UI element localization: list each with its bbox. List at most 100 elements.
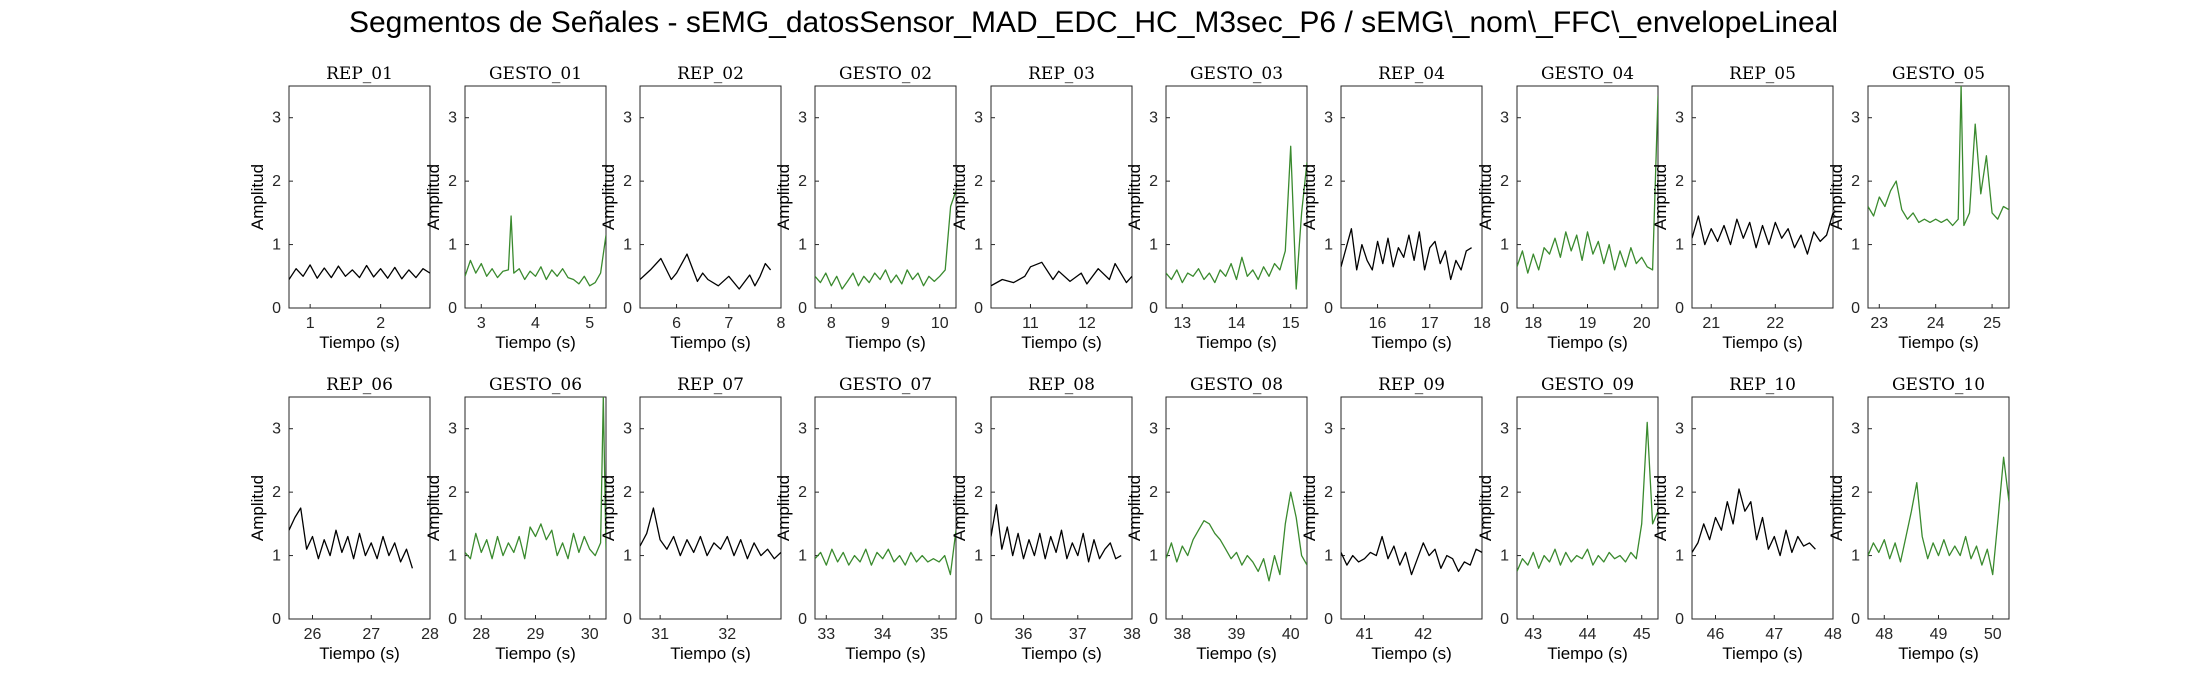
- y-tick-label: 1: [1324, 237, 1333, 254]
- subplot-title: REP_05: [1729, 64, 1796, 84]
- x-tick-label: 22: [1766, 315, 1784, 332]
- x-tick-label: 1: [306, 315, 315, 332]
- y-axis-label: Amplitud: [599, 164, 618, 230]
- x-tick-label: 39: [1228, 626, 1246, 643]
- x-axis-label: Tiempo (s): [319, 333, 400, 352]
- plot-area: [990, 85, 1133, 309]
- y-tick-label: 0: [1675, 300, 1684, 317]
- subplot-gesto-01: GESTO_01 0 1 2 3 3 4 5 Tiempo (s) Amplitud: [424, 64, 607, 352]
- y-axis-label: Amplitud: [599, 475, 618, 541]
- x-tick-label: 45: [1633, 626, 1651, 643]
- y-tick-label: 0: [448, 611, 457, 628]
- x-tick-label: 25: [1983, 315, 2001, 332]
- y-tick-label: 0: [272, 611, 281, 628]
- plot-area: [1340, 396, 1483, 620]
- x-tick-label: 47: [1765, 626, 1783, 643]
- subplot-gesto-10: GESTO_10 0 1 2 3 48 49 50 Tiempo (s) Amplitud: [1827, 375, 2010, 663]
- y-tick-label: 2: [1500, 484, 1509, 501]
- x-tick-label: 50: [1984, 626, 2002, 643]
- x-tick-label: 2: [376, 315, 385, 332]
- rep-signal-line: [991, 261, 1132, 287]
- x-tick-label: 8: [777, 315, 786, 332]
- plot-area: [1165, 85, 1308, 309]
- y-tick-label: 0: [448, 300, 457, 317]
- x-tick-label: 17: [1421, 315, 1439, 332]
- subplot-gesto-04: GESTO_04 0 1 2 3 18 19 20 Tiempo (s) Amplitud: [1476, 64, 1659, 352]
- y-tick-label: 3: [1500, 110, 1509, 127]
- x-axis-label: Tiempo (s): [1722, 333, 1803, 352]
- y-axis-label: Amplitud: [1476, 475, 1495, 541]
- plot-area: [288, 396, 431, 620]
- x-tick-label: 29: [527, 626, 545, 643]
- x-axis-label: Tiempo (s): [1371, 644, 1452, 663]
- rep-signal-line: [991, 504, 1122, 563]
- subplot-rep-10: REP_10 0 1 2 3 46 47 48 Tiempo (s) Amplitud: [1651, 375, 1842, 663]
- x-axis-label: Tiempo (s): [1196, 644, 1277, 663]
- x-tick-label: 23: [1870, 315, 1888, 332]
- x-tick-label: 31: [651, 626, 669, 643]
- plot-area: [1867, 85, 2010, 309]
- subplot-title: REP_06: [326, 375, 393, 395]
- y-tick-label: 2: [623, 173, 632, 190]
- y-axis-label: Amplitud: [1827, 164, 1846, 230]
- gesto-signal-line: [1517, 421, 1658, 572]
- plot-area: [288, 85, 431, 309]
- gesto-signal-line: [1868, 456, 2009, 576]
- y-tick-label: 3: [1675, 421, 1684, 438]
- subplot-title: REP_02: [677, 64, 744, 84]
- subplot-rep-08: REP_08 0 1 2 3 36 37 38 Tiempo (s) Amplitud: [950, 375, 1141, 663]
- x-tick-label: 18: [1473, 315, 1491, 332]
- y-tick-label: 1: [448, 237, 457, 254]
- rep-signal-line: [1692, 212, 1833, 255]
- x-axis-label: Tiempo (s): [670, 333, 751, 352]
- y-tick-label: 3: [974, 421, 983, 438]
- y-tick-label: 3: [623, 110, 632, 127]
- x-tick-label: 41: [1356, 626, 1374, 643]
- x-tick-label: 32: [718, 626, 736, 643]
- x-axis-label: Tiempo (s): [845, 644, 926, 663]
- y-tick-label: 1: [1851, 548, 1860, 565]
- y-tick-label: 1: [974, 548, 983, 565]
- x-tick-label: 46: [1707, 626, 1725, 643]
- x-axis-label: Tiempo (s): [670, 644, 751, 663]
- y-tick-label: 2: [623, 484, 632, 501]
- y-tick-label: 1: [272, 237, 281, 254]
- rep-signal-line: [1692, 488, 1816, 557]
- y-tick-label: 2: [1675, 484, 1684, 501]
- subplot-rep-04: REP_04 0 1 2 3 16 17 18 Tiempo (s) Amplitud: [1300, 64, 1491, 352]
- x-tick-label: 24: [1927, 315, 1945, 332]
- x-tick-label: 15: [1282, 315, 1300, 332]
- x-axis-label: Tiempo (s): [1722, 644, 1803, 663]
- x-tick-label: 28: [421, 626, 439, 643]
- y-tick-label: 2: [1851, 173, 1860, 190]
- y-tick-label: 1: [974, 237, 983, 254]
- y-tick-label: 3: [272, 421, 281, 438]
- y-axis-label: Amplitud: [248, 164, 267, 230]
- x-tick-label: 26: [304, 626, 322, 643]
- y-axis-label: Amplitud: [1476, 164, 1495, 230]
- plot-area: [1340, 85, 1483, 309]
- subplot-gesto-02: GESTO_02 0 1 2 3 8 9 10 Tiempo (s) Amplitud: [774, 64, 957, 352]
- x-axis-label: Tiempo (s): [319, 644, 400, 663]
- y-axis-label: Amplitud: [1300, 164, 1319, 230]
- x-tick-label: 12: [1078, 315, 1096, 332]
- plot-area: [814, 85, 957, 309]
- y-tick-label: 2: [798, 173, 807, 190]
- y-tick-label: 2: [798, 484, 807, 501]
- y-tick-label: 2: [974, 173, 983, 190]
- rep-signal-line: [640, 507, 781, 560]
- subplot-title: GESTO_10: [1892, 375, 1985, 395]
- y-tick-label: 2: [1324, 484, 1333, 501]
- y-tick-label: 1: [1500, 548, 1509, 565]
- y-axis-label: Amplitud: [1651, 164, 1670, 230]
- y-tick-label: 0: [974, 300, 983, 317]
- subplot-title: GESTO_07: [839, 375, 932, 395]
- x-axis-label: Tiempo (s): [495, 333, 576, 352]
- plot-area: [990, 396, 1133, 620]
- x-tick-label: 48: [1824, 626, 1842, 643]
- y-tick-label: 0: [974, 611, 983, 628]
- y-tick-label: 1: [623, 548, 632, 565]
